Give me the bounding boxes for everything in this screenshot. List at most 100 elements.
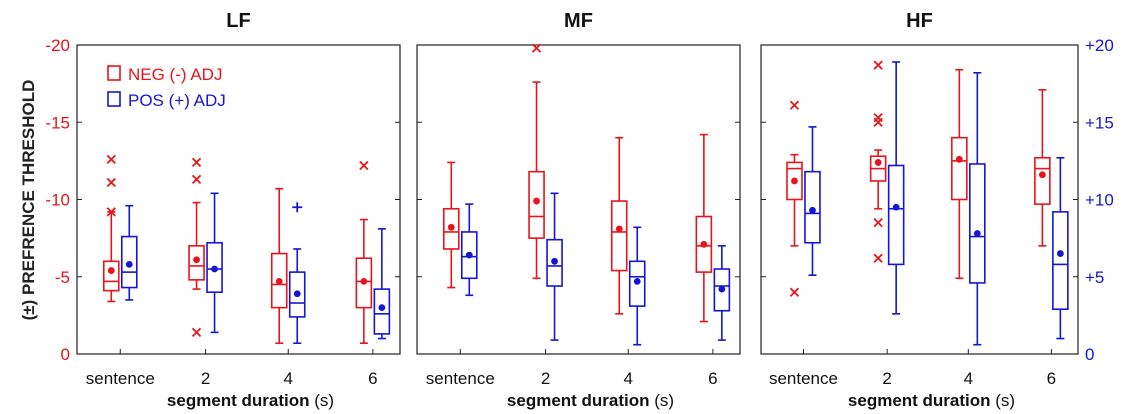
- outlier-marker: [531, 43, 542, 53]
- y-tick-label-left: 0: [61, 345, 70, 364]
- mean-point: [107, 267, 115, 274]
- y-tick-label-left: -5: [55, 268, 70, 287]
- x-axis-title: segment duration (s): [167, 391, 334, 410]
- outlier-marker: [789, 287, 800, 297]
- plot-frame: [416, 44, 741, 355]
- legend-swatch-pos: [107, 91, 121, 107]
- box-neg-2: [270, 187, 288, 344]
- y-tick-label-left: -20: [45, 36, 70, 55]
- box-iqr: [1034, 156, 1051, 205]
- y-axis-title: (±) PREFRENCE THRESHOLD: [19, 80, 38, 321]
- x-axis-title-main: segment duration: [167, 391, 310, 410]
- outlier-marker: [873, 253, 883, 263]
- box-neg-1: [528, 43, 545, 280]
- box-iqr: [951, 136, 968, 201]
- box-pos-3: [713, 245, 731, 341]
- x-tick-label: sentence: [769, 369, 838, 388]
- box-pos-0: [804, 126, 821, 277]
- x-tick-label: 4: [284, 369, 293, 388]
- box-iqr: [102, 260, 120, 292]
- mean-point: [892, 203, 900, 211]
- plot-frame: [76, 44, 401, 355]
- outlier-marker: [873, 112, 883, 123]
- mean-point: [378, 304, 386, 312]
- mean-point: [633, 277, 641, 285]
- mean-point: [533, 197, 540, 205]
- box-iqr: [887, 164, 905, 266]
- outlier-marker: [873, 218, 883, 228]
- outlier-marker: [789, 100, 800, 110]
- x-tick-label: 2: [882, 369, 891, 388]
- x-axis-title-main: segment duration: [507, 391, 650, 410]
- x-tick-label: 6: [368, 369, 377, 388]
- box-neg-2: [610, 136, 628, 315]
- mean-point: [360, 277, 368, 285]
- mean-point: [275, 277, 283, 285]
- mean-point: [447, 223, 455, 231]
- box-neg-0: [786, 100, 803, 297]
- panel-lf: LF sentence 2 4 6 segment duration (s): [76, 10, 401, 410]
- mean-point: [718, 285, 726, 293]
- x-axis-title: segment duration (s): [507, 391, 674, 410]
- box-iqr: [373, 288, 391, 335]
- box-iqr: [969, 163, 986, 284]
- mean-point: [551, 257, 558, 265]
- legend-label-pos: POS (+) ADJ: [128, 91, 226, 110]
- x-axis-title: segment duration (s): [848, 391, 1015, 410]
- panel-title: HF: [906, 10, 933, 32]
- box-pos-2: [969, 72, 986, 346]
- x-tick-label: 6: [1047, 369, 1056, 388]
- box-neg-3: [695, 133, 713, 323]
- mean-point: [809, 206, 816, 214]
- box-neg-3: [355, 160, 373, 344]
- mean-point: [211, 265, 218, 273]
- mean-point: [874, 159, 882, 166]
- x-tick-label: 2: [541, 369, 550, 388]
- box-neg-3: [1034, 89, 1051, 247]
- box-neg-2: [951, 68, 968, 280]
- y-tick-label-right: +10: [1085, 191, 1114, 210]
- box-pos-3: [373, 228, 391, 340]
- mean-point: [700, 240, 708, 248]
- outlier-marker: [106, 207, 116, 217]
- x-axis-title-unit: (s): [310, 391, 335, 410]
- mean-point: [615, 225, 623, 233]
- box-pos-3: [1052, 156, 1069, 340]
- x-axis-title-unit: (s): [650, 391, 675, 410]
- x-tick-label: 4: [964, 369, 973, 388]
- outlier-marker: [191, 174, 202, 185]
- box-iqr: [528, 170, 545, 239]
- box-pos-2: [288, 202, 306, 344]
- box-pos-1: [206, 192, 223, 334]
- mean-point: [1038, 171, 1046, 179]
- legend-swatch-neg: [107, 65, 121, 81]
- mean-point: [1056, 250, 1064, 257]
- x-axis-title-main: segment duration: [848, 391, 991, 410]
- box-pos-1: [887, 61, 905, 315]
- box-neg-1: [188, 157, 205, 338]
- box-pos-0: [120, 204, 138, 301]
- mean-point: [193, 256, 200, 264]
- legend-label-neg: NEG (-) ADJ: [128, 65, 222, 84]
- box-iqr: [1052, 211, 1069, 310]
- panel-hf: HF sentence 2 4 6 segment duration (s): [760, 10, 1079, 410]
- mean-point: [791, 177, 798, 185]
- x-axis-title-unit: (s): [991, 391, 1016, 410]
- outlier-marker: [292, 202, 303, 213]
- mean-point: [125, 260, 133, 268]
- box-pos-0: [460, 203, 478, 297]
- outlier-marker: [359, 160, 369, 171]
- outlier-marker: [873, 60, 883, 70]
- mean-point: [465, 251, 473, 259]
- x-tick-label: 2: [201, 369, 210, 388]
- box-neg-1: [869, 60, 887, 263]
- box-neg-0: [442, 161, 460, 289]
- panel-title: MF: [564, 10, 593, 32]
- x-tick-label: 4: [624, 369, 633, 388]
- box-neg-0: [102, 154, 120, 303]
- mean-point: [293, 290, 301, 298]
- box-iqr: [610, 200, 628, 272]
- panel-title: LF: [226, 10, 250, 32]
- y-tick-label-left: -15: [45, 113, 70, 132]
- outlier-marker: [191, 327, 202, 338]
